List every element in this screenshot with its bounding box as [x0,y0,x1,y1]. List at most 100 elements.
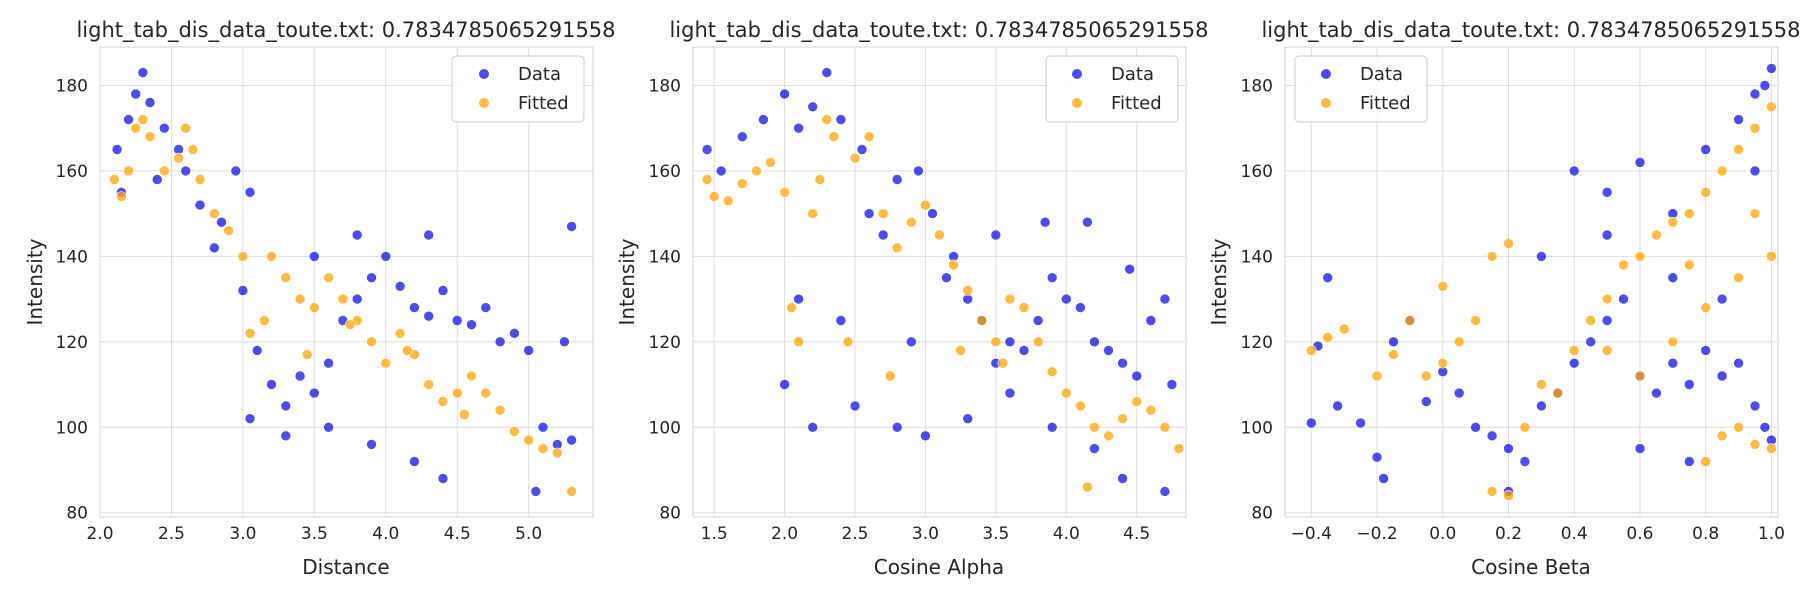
fitted-point [366,336,377,348]
fitted-point [1601,293,1613,305]
data-point [466,319,477,331]
data-point [962,413,974,425]
data-point [1117,473,1128,484]
plot-area: 2.0 2.5 3.0 3.5 4.0 4.5 5.0 80 100 120 140 160 180 [56,46,594,544]
data-point [1601,315,1613,326]
fitted-point [1684,259,1695,271]
x-tick-label: 0.8 [1692,524,1719,544]
fitted-point [1004,293,1016,305]
fitted-point [437,396,449,407]
data-point [891,421,903,433]
data-point [701,144,713,155]
fitted-point [180,122,191,134]
data-point [821,67,833,78]
fitted-point [380,357,392,369]
data-point [216,216,227,228]
fitted-point [701,174,713,185]
subplot-cosine-alpha: 1.5 2.0 2.5 3.0 3.5 4.0 4.5 80 100 120 140 160 180 l… [615,18,1209,579]
data-point [877,229,889,241]
subplot-cosine-beta: −0.4 −0.2 0.0 0.2 0.4 0.6 0.8 1.0 80 100 120 140 160… [1207,18,1800,579]
data-point [758,114,769,125]
x-tick-label: 1.0 [1758,524,1785,544]
fitted-point [1404,315,1416,326]
data-point [130,88,141,100]
data-point [1018,345,1030,356]
fitted-point [266,251,277,262]
x-tick-label: −0.4 [1291,524,1332,544]
fitted-point [1700,456,1711,467]
fitted-point [884,370,896,382]
legend: Data Fitted [1045,55,1179,123]
legend-label-data: Data [1360,64,1403,85]
fitted-point [1437,357,1449,369]
fitted-point [237,251,249,262]
fitted-point [301,349,313,360]
subplot-distance: 2.0 2.5 3.0 3.5 4.0 4.5 5.0 80 100 120 140 160 180 l… [23,18,616,579]
series-fitted [109,114,577,497]
legend-marker-fitted [1072,98,1082,108]
fitted-point [1486,251,1498,262]
fitted-point [566,486,577,497]
fitted-point [863,131,875,142]
fitted-point [551,447,563,459]
fitted-point [1667,216,1679,228]
data-point [1568,165,1580,177]
x-tick-label: 2.0 [86,524,113,544]
fitted-point [337,293,349,305]
data-point [1082,216,1093,228]
x-tick-label: 2.5 [841,524,868,544]
fitted-point [814,174,826,185]
legend-marker-fitted [1321,98,1331,108]
x-axis-label: Cosine Alpha [874,555,1004,579]
data-point [849,400,861,412]
data-point [1585,336,1596,348]
legend: Data Fitted [451,55,585,123]
series-fitted [701,114,1185,493]
fitted-point [1552,387,1564,399]
fitted-point [173,152,184,164]
y-axis-label: Intensity [1207,238,1231,325]
data-point [913,165,924,177]
fitted-point [976,315,988,326]
fitted-point [451,387,463,399]
legend-marker-data [479,69,489,79]
data-point [1634,157,1646,168]
y-tick-label: 180 [649,76,681,96]
data-point [480,302,492,313]
y-tick-label: 120 [56,333,88,353]
data-point [137,67,149,78]
y-tick-label: 140 [649,247,681,267]
fitted-point [877,208,889,219]
fitted-point [1733,421,1744,433]
legend: Data Fitted [1294,55,1428,123]
fitted-point [194,174,206,185]
data-point [941,272,952,284]
x-tick-label: 4.0 [372,524,399,544]
fitted-point [223,225,234,236]
data-point [1684,456,1695,467]
fitted-point [1453,336,1465,348]
fitted-point [1700,302,1711,313]
fitted-point [1032,336,1044,348]
legend-label-data: Data [1111,64,1154,85]
x-tick-label: 5.0 [515,524,542,544]
fitted-point [1766,101,1777,113]
fitted-point [736,178,748,189]
y-tick-label: 160 [649,162,681,182]
x-tick-label: 0.2 [1495,524,1522,544]
data-point [308,387,320,399]
data-point [1651,387,1662,399]
fitted-point [1173,443,1185,454]
data-point [530,486,542,497]
data-point [1453,387,1465,399]
fitted-point [480,387,492,399]
fitted-point [144,131,156,142]
legend-marker-fitted [479,98,489,108]
fitted-point [1618,259,1629,271]
data-point [793,122,804,134]
data-point [1004,387,1016,399]
data-point [736,131,748,142]
fitted-point [244,327,256,339]
data-point [1032,315,1044,326]
x-tick-label: 2.0 [771,524,798,544]
